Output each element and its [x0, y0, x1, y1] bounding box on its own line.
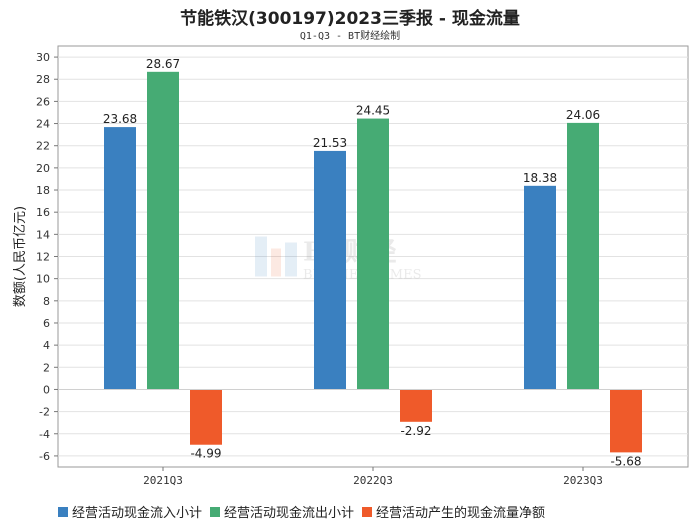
- y-tick-label: 2: [43, 361, 50, 374]
- y-tick-label: 30: [36, 51, 50, 64]
- y-tick-label: 18: [36, 184, 50, 197]
- y-tick-label: 24: [36, 118, 50, 131]
- watermark-bar: [271, 248, 281, 277]
- data-label: 28.67: [146, 57, 180, 71]
- bar: [400, 389, 432, 422]
- bar: [524, 185, 556, 390]
- y-tick-label: 16: [36, 206, 50, 219]
- legend-swatch-net: [362, 506, 373, 517]
- legend-label-inflow: 经营活动现金流入小计: [72, 506, 203, 521]
- data-label: 24.45: [356, 104, 390, 118]
- legend-label-outflow: 经营活动现金流出小计: [224, 506, 355, 521]
- y-tick-label: 12: [36, 251, 50, 264]
- watermark-bar: [255, 236, 267, 277]
- legend-item-outflow[interactable]: 经营活动现金流出小计: [210, 502, 354, 521]
- bar: [147, 71, 179, 390]
- data-label: -5.68: [610, 454, 641, 468]
- bar: [190, 389, 222, 445]
- y-tick-label: 28: [36, 73, 50, 86]
- legend-swatch-outflow: [210, 506, 221, 517]
- data-label: -2.92: [400, 424, 431, 438]
- data-label: 24.06: [566, 108, 600, 122]
- data-label: 23.68: [103, 112, 137, 126]
- y-tick-label: 10: [36, 273, 50, 286]
- y-tick-label: 0: [43, 383, 50, 396]
- y-axis-label: 数额(人民币亿元): [13, 206, 28, 307]
- y-tick-label: 20: [36, 162, 50, 175]
- x-tick-label: 2021Q3: [143, 474, 183, 487]
- x-tick-label: 2023Q3: [563, 474, 603, 487]
- watermark-bar: [285, 242, 297, 277]
- legend-label-net: 经营活动产生的现金流量净额: [376, 506, 546, 521]
- legend-item-inflow[interactable]: 经营活动现金流入小计: [58, 502, 202, 521]
- y-tick-label: -2: [39, 406, 50, 419]
- x-tick-label: 2022Q3: [353, 474, 393, 487]
- legend-swatch-inflow: [58, 506, 68, 517]
- y-tick-label: 4: [43, 339, 50, 352]
- y-tick-label: 14: [36, 228, 50, 241]
- bar: [610, 389, 642, 453]
- bar: [314, 150, 346, 390]
- y-tick-label: 6: [43, 317, 50, 330]
- bar: [104, 127, 136, 390]
- legend-item-net[interactable]: 经营活动产生的现金流量净额: [362, 502, 545, 521]
- y-tick-label: 22: [36, 140, 50, 153]
- y-tick-label: 26: [36, 95, 50, 108]
- bar: [357, 118, 389, 390]
- y-tick-label: -6: [39, 450, 50, 463]
- chart-title: 节能铁汉(300197)2023三季报 - 现金流量: [180, 9, 520, 29]
- chart-legend: 经营活动现金流入小计 经营活动现金流出小计 经营活动产生的现金流量净额: [58, 502, 545, 521]
- data-label: 21.53: [313, 136, 347, 150]
- y-tick-label: -4: [39, 428, 50, 441]
- data-label: 18.38: [523, 171, 557, 185]
- bar: [567, 122, 599, 390]
- y-tick-label: 8: [43, 295, 50, 308]
- data-label: -4.99: [190, 447, 221, 461]
- chart-subtitle: Q1-Q3 - BT财经绘制: [299, 31, 401, 42]
